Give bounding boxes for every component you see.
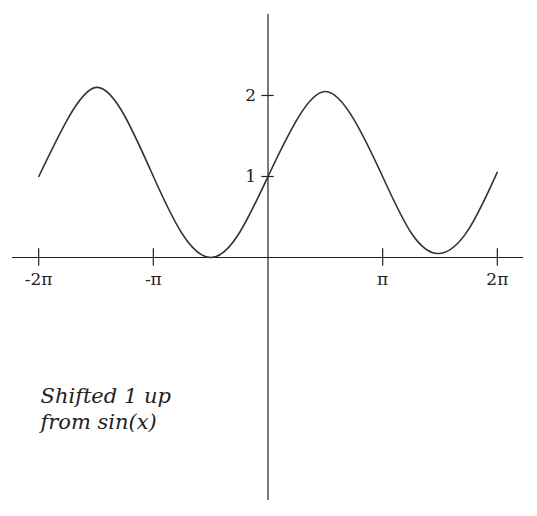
svg-text:-π: -π: [145, 269, 162, 289]
svg-text:2: 2: [245, 85, 256, 105]
svg-text:1: 1: [245, 166, 256, 186]
svg-text:2π: 2π: [486, 269, 508, 289]
svg-text:-2π: -2π: [25, 269, 53, 289]
svg-text:π: π: [377, 269, 388, 289]
svg-text:Shifted 1 upfrom sin(x): Shifted 1 upfrom sin(x): [39, 384, 171, 434]
